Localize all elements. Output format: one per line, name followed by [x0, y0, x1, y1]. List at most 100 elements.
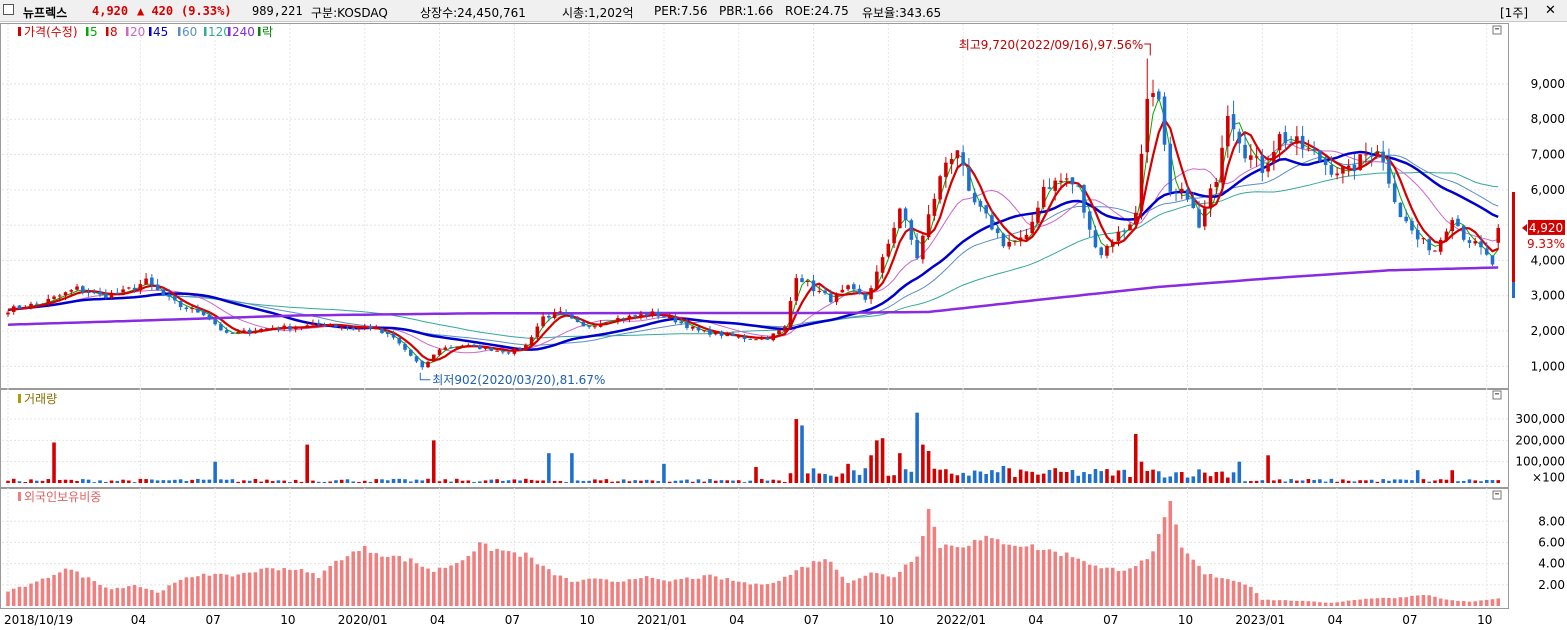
candle-body: [455, 346, 459, 348]
candle-body: [1151, 93, 1155, 97]
foreign-bar: [1254, 593, 1259, 606]
last-price-label: 4,920: [1529, 221, 1563, 235]
candle-body: [506, 352, 511, 354]
foreign-bar: [518, 556, 522, 606]
x-tick-label: 04: [729, 613, 744, 627]
volume-bar: [869, 455, 873, 483]
x-tick-label: 04: [131, 613, 146, 627]
volume-bar: [190, 479, 194, 483]
volume-bar: [276, 480, 281, 483]
ma120-line: [7, 171, 1499, 339]
volume-bar: [725, 480, 730, 483]
foreign-bar: [696, 578, 701, 606]
price-change: ▲ 420: [137, 4, 174, 18]
foreign-bar: [58, 572, 62, 606]
volume-bar: [460, 480, 465, 483]
volume-bar: [990, 470, 994, 483]
candle-body: [403, 343, 407, 350]
legend-ma-20: 20: [130, 25, 145, 39]
candle-body: [782, 326, 787, 331]
candle-body: [673, 317, 678, 323]
foreign-bar: [1323, 602, 1328, 606]
candle-body: [58, 295, 62, 297]
candle-body: [167, 294, 171, 297]
volume-bar: [650, 480, 655, 483]
close-icon[interactable]: ✕: [1545, 3, 1556, 18]
chart-annotations: 최고9,720(2022/09/16),97.56% 최저902(2020/03/…: [419, 38, 1565, 387]
volume-bar: [852, 470, 856, 483]
foreign-bar: [1128, 568, 1132, 606]
volume-bar: [564, 482, 568, 483]
x-tick-label: 04: [430, 613, 445, 627]
candle-body: [1214, 181, 1219, 188]
candle-body: [903, 208, 908, 220]
foreign-bar: [639, 578, 643, 606]
legend-marker: [18, 492, 21, 501]
price-tick-label: 3,000: [1531, 289, 1565, 303]
panel-maximize-icon: [1492, 390, 1502, 400]
foreign-bar: [472, 551, 476, 606]
foreign-bar: [690, 578, 695, 606]
foreign-bar: [184, 577, 189, 606]
candle-body: [863, 293, 868, 300]
volume-bar: [1185, 477, 1190, 483]
foreign-bar: [501, 550, 505, 606]
period-button[interactable]: [1주]: [1500, 6, 1529, 20]
candle-body: [155, 284, 160, 291]
candle-body: [11, 306, 16, 312]
foreign-bar: [276, 570, 281, 606]
volume-bar: [1254, 480, 1259, 483]
candle-body: [150, 277, 154, 286]
volume-bar: [230, 479, 235, 483]
foreign-bar: [253, 572, 258, 606]
candle-body: [282, 325, 286, 329]
candle-body: [1375, 151, 1380, 157]
volume-bar: [288, 482, 292, 483]
candle-body: [610, 322, 614, 324]
foreign-bar: [932, 526, 937, 606]
candle-body: [1226, 115, 1230, 147]
foreign-bar: [1105, 567, 1109, 606]
x-tick-label: 04: [1327, 613, 1342, 627]
volume-bar: [11, 478, 16, 483]
foreign-bar: [938, 547, 942, 606]
foreign-bar: [995, 539, 1000, 606]
foreign-bar: [449, 565, 453, 606]
volume-bar: [316, 481, 321, 483]
legend-ma-marker: [258, 27, 261, 36]
volume-bar: [1369, 479, 1374, 483]
x-tick-label: 10: [879, 613, 894, 627]
candle-body: [127, 287, 131, 289]
foreign-bar: [949, 545, 954, 606]
candle-body: [1093, 230, 1098, 248]
volume-bar: [368, 481, 373, 483]
foreign-bar: [1243, 584, 1247, 606]
volume-bar: [328, 481, 332, 483]
high-arrow: [1144, 43, 1151, 56]
foreign-bar: [593, 578, 597, 606]
candle-body: [247, 329, 252, 333]
candle-body: [1168, 143, 1173, 192]
volume-bar: [1456, 481, 1460, 483]
candle-body: [1013, 240, 1017, 242]
candle-body: [535, 326, 540, 338]
header-checkbox[interactable]: [3, 4, 14, 15]
candle-body: [788, 301, 793, 328]
candle-body: [414, 356, 419, 362]
candle-body: [144, 278, 148, 285]
candle-body: [362, 327, 367, 329]
volume-bar: [708, 479, 712, 483]
volume-bar: [834, 476, 839, 483]
foreign-bar: [1139, 560, 1144, 606]
candle-body: [662, 316, 666, 318]
foreign-bar: [886, 576, 891, 606]
candle-body: [121, 289, 125, 293]
candle-body: [293, 328, 298, 330]
volume-bar: [1496, 480, 1501, 483]
volume-bar: [713, 480, 718, 483]
market-type: 구분:KOSDAQ: [311, 6, 388, 20]
candle-body: [1024, 234, 1029, 240]
candle-body: [1404, 216, 1408, 222]
price-tick-label: 6,000: [1531, 183, 1565, 197]
candle-body: [667, 316, 672, 319]
